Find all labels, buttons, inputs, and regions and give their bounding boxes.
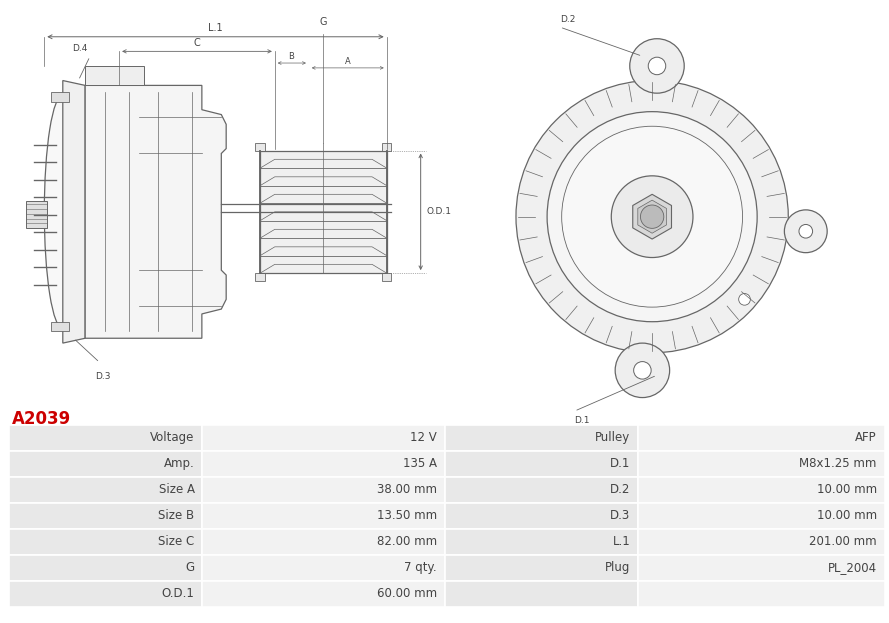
Bar bbox=[445, 477, 638, 503]
Text: D.2: D.2 bbox=[610, 483, 630, 497]
Bar bbox=[10, 529, 203, 555]
Text: 38.00 mm: 38.00 mm bbox=[377, 483, 437, 497]
Polygon shape bbox=[85, 85, 226, 338]
Polygon shape bbox=[63, 80, 85, 343]
Text: L.1: L.1 bbox=[208, 23, 223, 33]
Text: D.2: D.2 bbox=[560, 15, 575, 24]
Circle shape bbox=[634, 361, 651, 379]
Bar bbox=[10, 425, 203, 451]
Text: 82.00 mm: 82.00 mm bbox=[377, 535, 437, 548]
Polygon shape bbox=[633, 194, 671, 239]
Bar bbox=[445, 529, 638, 555]
Text: Size A: Size A bbox=[158, 483, 195, 497]
Text: D.1: D.1 bbox=[574, 416, 589, 425]
Text: 13.50 mm: 13.50 mm bbox=[377, 510, 437, 523]
Bar bbox=[10, 451, 203, 477]
Bar bbox=[260, 151, 387, 273]
Bar bbox=[203, 529, 445, 555]
Bar bbox=[638, 477, 885, 503]
Text: C: C bbox=[194, 39, 200, 49]
Bar bbox=[10, 581, 203, 607]
Bar bbox=[638, 451, 885, 477]
Bar bbox=[445, 425, 638, 451]
Bar bbox=[638, 581, 885, 607]
Text: D.4: D.4 bbox=[73, 44, 88, 54]
Circle shape bbox=[784, 210, 827, 253]
Text: 201.00 mm: 201.00 mm bbox=[809, 535, 877, 548]
Bar bbox=[203, 477, 445, 503]
Text: PL_2004: PL_2004 bbox=[828, 561, 877, 574]
Bar bbox=[85, 66, 143, 85]
Text: Pulley: Pulley bbox=[595, 432, 630, 444]
Bar bbox=[638, 555, 885, 581]
Text: O.D.1: O.D.1 bbox=[162, 587, 195, 601]
Bar bbox=[638, 529, 885, 555]
Bar bbox=[638, 425, 885, 451]
Text: B: B bbox=[288, 52, 294, 61]
Bar bbox=[203, 503, 445, 529]
Bar bbox=[203, 451, 445, 477]
Bar bbox=[52, 321, 68, 331]
Text: Amp.: Amp. bbox=[164, 457, 195, 470]
Text: Size C: Size C bbox=[158, 535, 195, 548]
Bar bbox=[445, 451, 638, 477]
Bar bbox=[203, 425, 445, 451]
Circle shape bbox=[799, 224, 813, 238]
Text: G: G bbox=[320, 17, 327, 27]
Circle shape bbox=[629, 39, 685, 93]
Text: O.D.1: O.D.1 bbox=[427, 207, 452, 216]
Bar bbox=[638, 503, 885, 529]
Bar bbox=[255, 143, 265, 151]
Text: Size B: Size B bbox=[158, 510, 195, 523]
Text: 12 V: 12 V bbox=[411, 432, 437, 444]
Bar bbox=[445, 503, 638, 529]
Bar bbox=[10, 477, 203, 503]
Text: D.3: D.3 bbox=[95, 373, 110, 381]
Ellipse shape bbox=[44, 95, 81, 328]
Circle shape bbox=[562, 126, 742, 307]
Text: 10.00 mm: 10.00 mm bbox=[816, 483, 877, 497]
Circle shape bbox=[640, 205, 664, 229]
Circle shape bbox=[615, 343, 669, 397]
Bar bbox=[381, 273, 391, 281]
Circle shape bbox=[739, 293, 750, 305]
Bar bbox=[381, 143, 391, 151]
Bar bbox=[445, 555, 638, 581]
Bar bbox=[203, 581, 445, 607]
Text: A: A bbox=[345, 57, 350, 66]
Text: 10.00 mm: 10.00 mm bbox=[816, 510, 877, 523]
Text: G: G bbox=[186, 561, 195, 574]
Bar bbox=[255, 273, 265, 281]
Text: 135 A: 135 A bbox=[403, 457, 437, 470]
Text: AFP: AFP bbox=[855, 432, 877, 444]
Text: D.1: D.1 bbox=[610, 457, 630, 470]
Bar bbox=[203, 555, 445, 581]
Bar bbox=[445, 581, 638, 607]
Bar bbox=[52, 92, 68, 102]
Text: D.3: D.3 bbox=[610, 510, 630, 523]
Text: L.1: L.1 bbox=[613, 535, 630, 548]
Circle shape bbox=[648, 57, 666, 75]
Text: 60.00 mm: 60.00 mm bbox=[377, 587, 437, 601]
Circle shape bbox=[516, 80, 789, 353]
Text: A2039: A2039 bbox=[12, 410, 72, 428]
Polygon shape bbox=[637, 200, 667, 233]
Bar bbox=[10, 503, 203, 529]
Bar bbox=[26, 201, 47, 229]
Circle shape bbox=[612, 176, 693, 257]
Text: 7 qty.: 7 qty. bbox=[404, 561, 437, 574]
Text: M8x1.25 mm: M8x1.25 mm bbox=[799, 457, 877, 470]
Circle shape bbox=[547, 112, 757, 321]
Text: Plug: Plug bbox=[605, 561, 630, 574]
Bar bbox=[10, 555, 203, 581]
Text: Voltage: Voltage bbox=[150, 432, 195, 444]
